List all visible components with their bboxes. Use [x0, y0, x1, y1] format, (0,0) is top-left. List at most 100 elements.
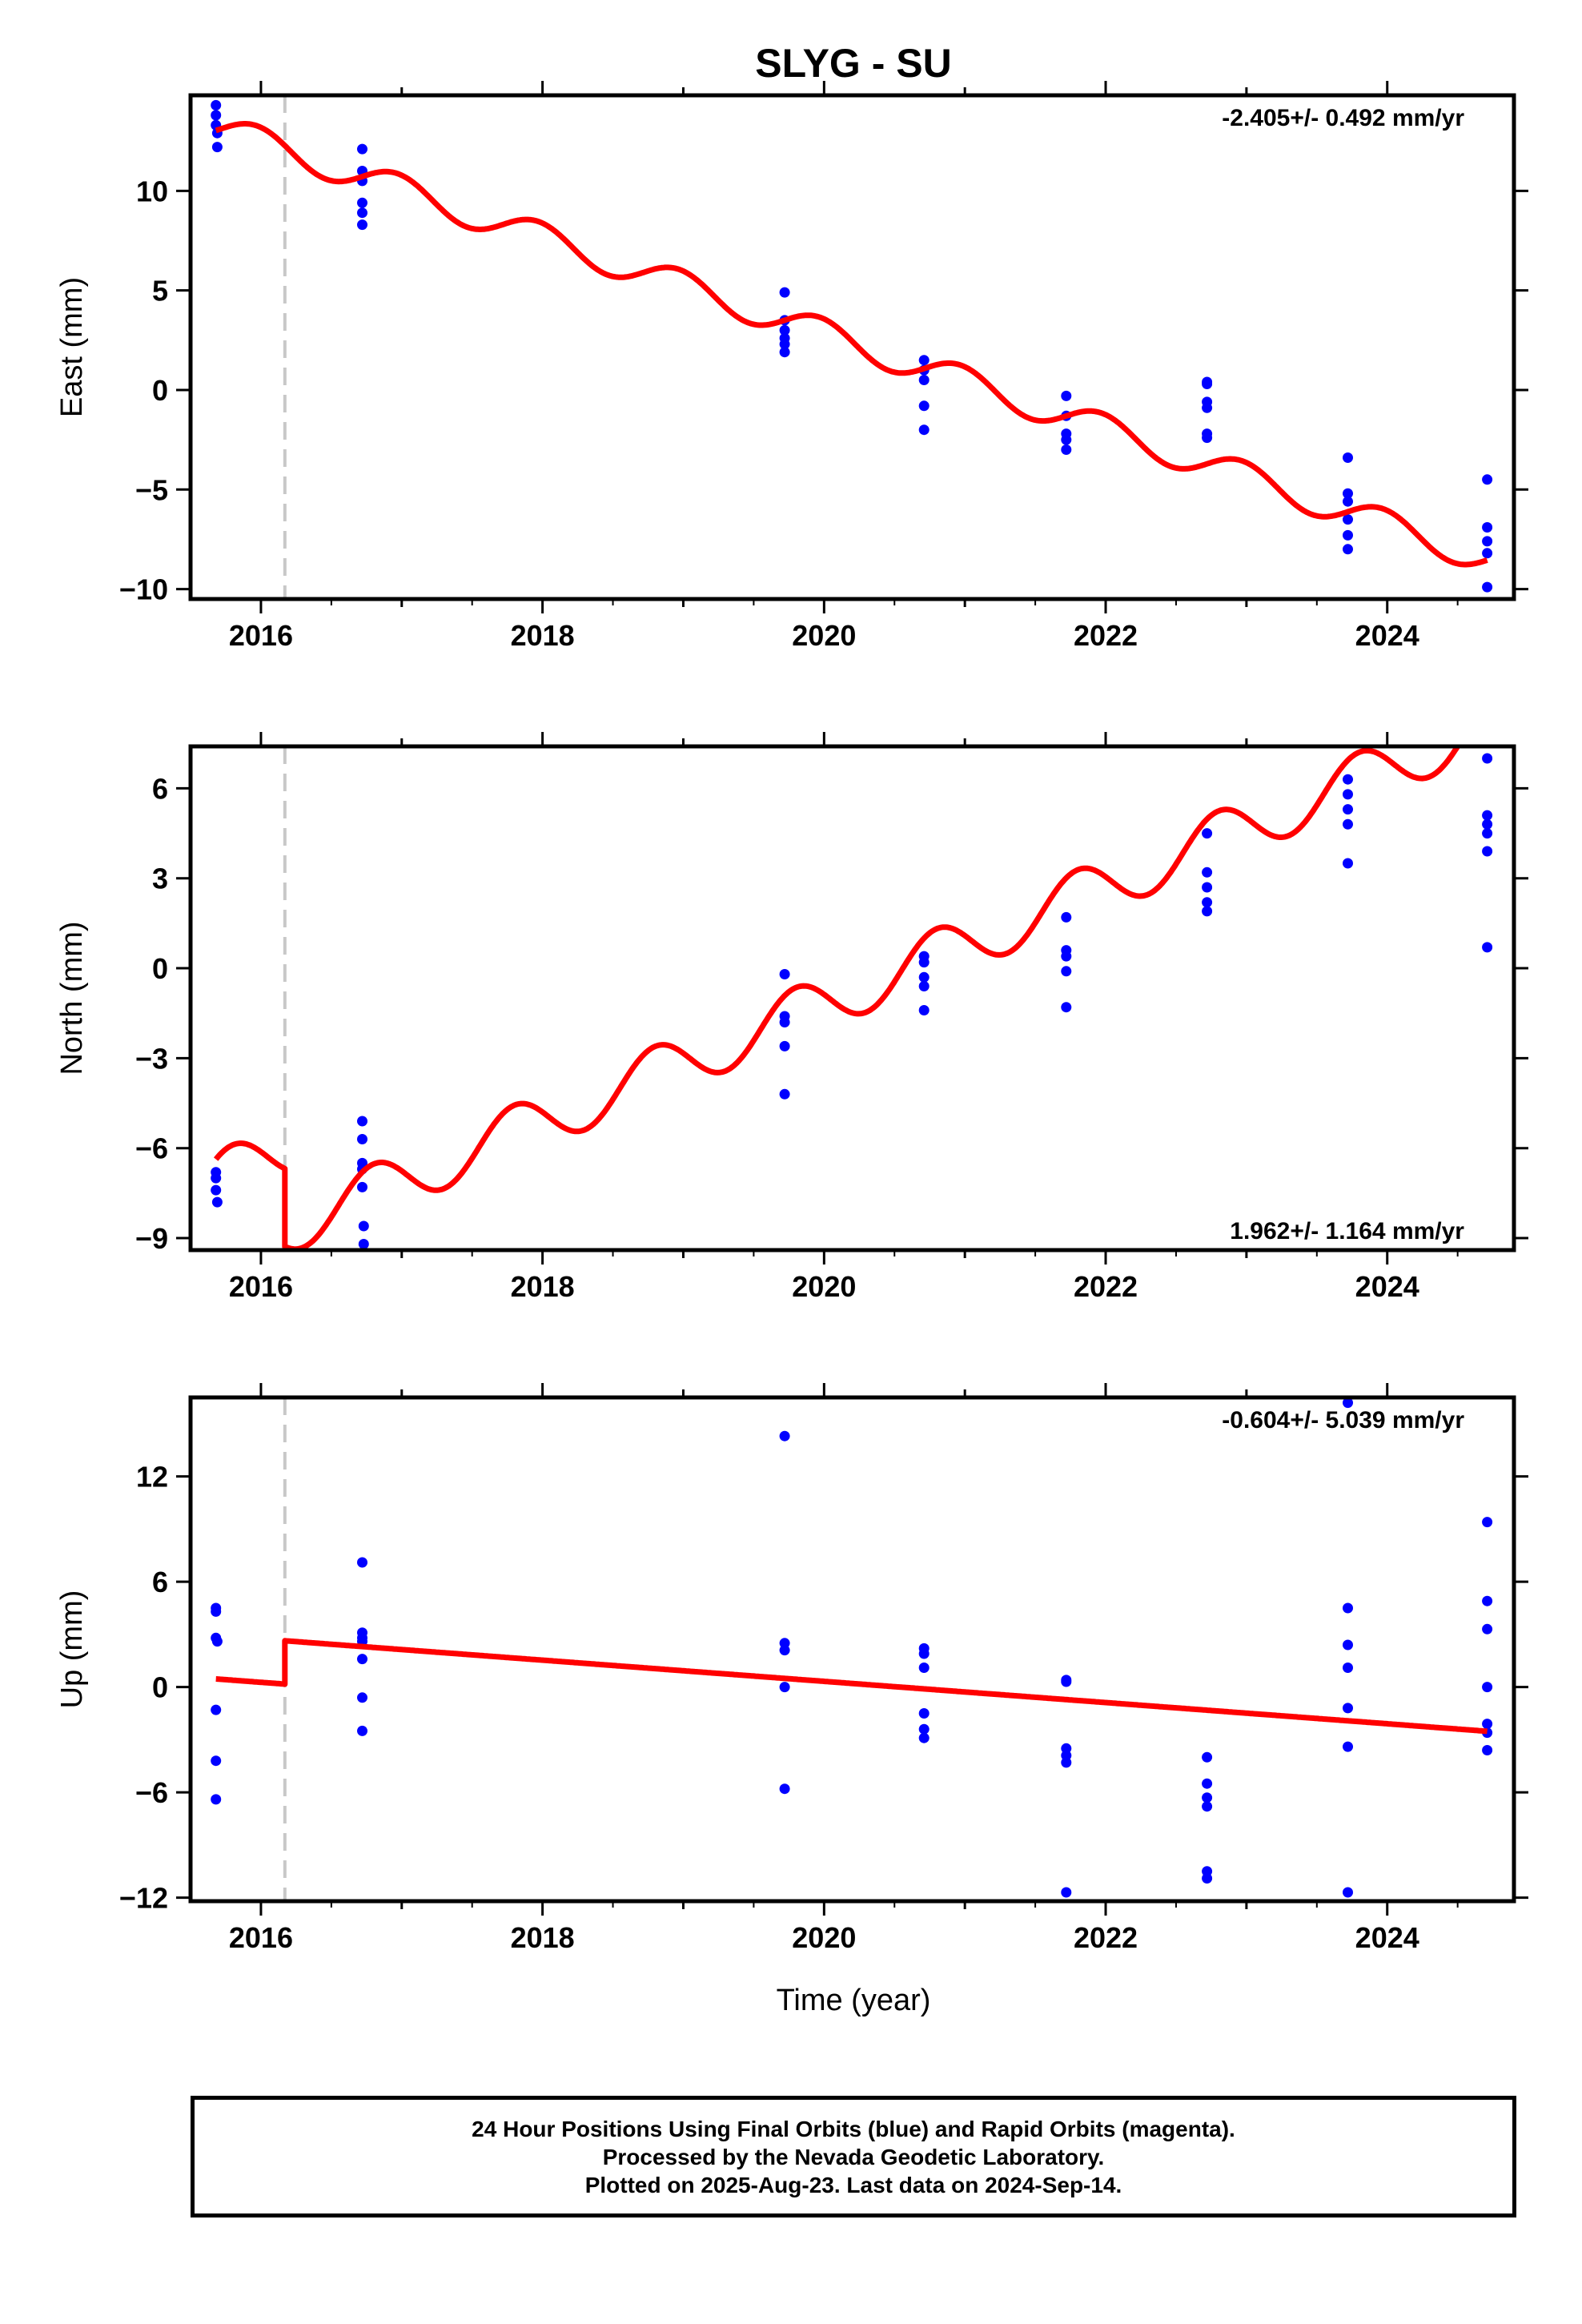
east-point: [1343, 452, 1353, 463]
north-point: [1343, 858, 1353, 869]
north-point: [1202, 882, 1213, 893]
up-rate-annotation: -0.604+/- 5.039 mm/yr: [1222, 1407, 1464, 1433]
up-y-tick-label: −6: [135, 1776, 168, 1809]
north-point: [211, 1184, 222, 1196]
north-point: [1482, 942, 1493, 953]
north-point: [1343, 774, 1353, 785]
up-point: [1061, 1887, 1072, 1898]
east-x-tick-label: 2018: [511, 619, 575, 652]
east-x-tick-label: 2022: [1074, 619, 1138, 652]
north-y-axis-label: North (mm): [55, 921, 89, 1075]
up-frame: [188, 1395, 1516, 1904]
up-point: [779, 1783, 790, 1795]
north-point: [1482, 818, 1493, 830]
east-panel: 2016 2018 2020 2022 2024 −10 −5 0 5 10 East (mm) -2…: [55, 81, 1528, 652]
east-point: [1343, 544, 1353, 555]
north-point: [779, 1088, 790, 1100]
north-point: [357, 1134, 367, 1144]
north-point: [779, 1017, 790, 1027]
north-point: [211, 1172, 222, 1184]
up-point: [918, 1723, 930, 1735]
east-point: [1061, 434, 1072, 445]
east-x-tick-labels: 2016 2018 2020 2022 2024: [229, 619, 1419, 652]
east-point: [1343, 496, 1353, 507]
north-fit-curve: [213, 746, 1461, 1250]
east-x-tick-label: 2016: [229, 619, 293, 652]
up-point: [1482, 1623, 1493, 1634]
up-point: [211, 1704, 222, 1715]
north-point: [357, 1181, 367, 1192]
up-y-tick-label: 0: [152, 1671, 168, 1704]
up-y-tick-label: 12: [136, 1461, 168, 1494]
north-point: [358, 1239, 369, 1249]
north-point: [1482, 828, 1493, 839]
east-point: [1482, 548, 1493, 559]
east-y-axis-label: East (mm): [55, 277, 89, 417]
up-point: [211, 1794, 222, 1805]
north-point: [918, 971, 930, 983]
east-y-tick-labels: −10 −5 0 5 10: [119, 175, 168, 605]
east-frame: [188, 93, 1516, 601]
east-point: [918, 375, 930, 385]
east-point: [1482, 474, 1493, 485]
footer-line-1: 24 Hour Positions Using Final Orbits (bl…: [472, 2116, 1235, 2141]
x-axis-label: Time (year): [777, 1984, 931, 2017]
up-x-tick-label: 2022: [1074, 1921, 1138, 1954]
up-point: [211, 1606, 222, 1617]
up-point: [1482, 1719, 1493, 1730]
up-point: [1343, 1397, 1353, 1409]
east-point: [918, 400, 930, 412]
east-y-tick-label: −10: [119, 573, 168, 606]
north-point: [1202, 906, 1213, 917]
north-x-tick-label: 2020: [792, 1270, 856, 1303]
east-point: [1343, 488, 1353, 499]
north-point: [918, 1005, 930, 1015]
east-point: [1061, 390, 1072, 401]
up-y-tick-labels: −12 −6 0 6 12: [119, 1461, 168, 1915]
up-point: [918, 1708, 930, 1719]
up-point: [357, 1654, 367, 1665]
up-panel: 2016 2018 2020 2022 2024 −12 −6 0 6 12 Up (mm) -0.6…: [55, 1383, 1528, 1954]
up-point: [1202, 1751, 1213, 1763]
east-y-tick-label: 10: [136, 175, 168, 207]
north-point: [358, 1220, 369, 1232]
east-point: [1202, 402, 1213, 413]
up-point: [779, 1430, 790, 1441]
north-x-tick-label: 2016: [229, 1270, 293, 1303]
up-point: [918, 1648, 930, 1659]
up-point: [779, 1645, 790, 1656]
figure-title: SLYG - SU: [755, 41, 951, 86]
up-point: [1482, 1682, 1493, 1693]
up-point: [1202, 1792, 1213, 1803]
north-point: [1061, 911, 1072, 923]
north-rate-annotation: 1.962+/- 1.164 mm/yr: [1230, 1218, 1464, 1244]
up-x-tick-label: 2016: [229, 1921, 293, 1954]
north-y-tick-label: −3: [135, 1042, 168, 1075]
up-point: [1482, 1745, 1493, 1755]
up-point: [1202, 1873, 1213, 1884]
east-y-tick-label: 0: [152, 374, 168, 407]
north-point: [211, 1196, 223, 1208]
north-y-tick-label: 6: [152, 772, 168, 805]
north-point: [918, 957, 930, 968]
up-point: [1061, 1757, 1072, 1768]
north-point: [357, 1116, 367, 1127]
east-x-tick-label: 2024: [1355, 619, 1419, 652]
north-point: [779, 1040, 790, 1051]
up-point: [1061, 1676, 1072, 1687]
east-point: [779, 339, 790, 350]
east-point: [779, 324, 790, 336]
up-point: [357, 1725, 367, 1736]
up-point: [357, 1692, 367, 1703]
up-point: [1343, 1639, 1353, 1651]
north-frame: [188, 744, 1516, 1252]
east-point: [779, 287, 790, 298]
east-point: [1202, 432, 1213, 444]
north-x-tick-label: 2018: [511, 1270, 575, 1303]
footer-caption-box: 24 Hour Positions Using Final Orbits (bl…: [191, 2096, 1516, 2217]
up-y-tick-label: 6: [152, 1566, 168, 1598]
up-x-tick-labels: 2016 2018 2020 2022 2024: [229, 1921, 1419, 1954]
up-point: [211, 1636, 223, 1647]
up-point: [357, 1557, 367, 1568]
